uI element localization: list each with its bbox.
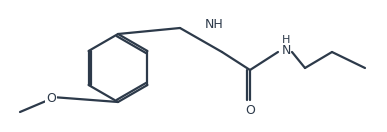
Text: N: N [281, 44, 291, 56]
Text: NH: NH [205, 18, 224, 32]
Text: H: H [282, 35, 290, 45]
Text: O: O [46, 91, 56, 105]
Text: O: O [245, 103, 255, 117]
